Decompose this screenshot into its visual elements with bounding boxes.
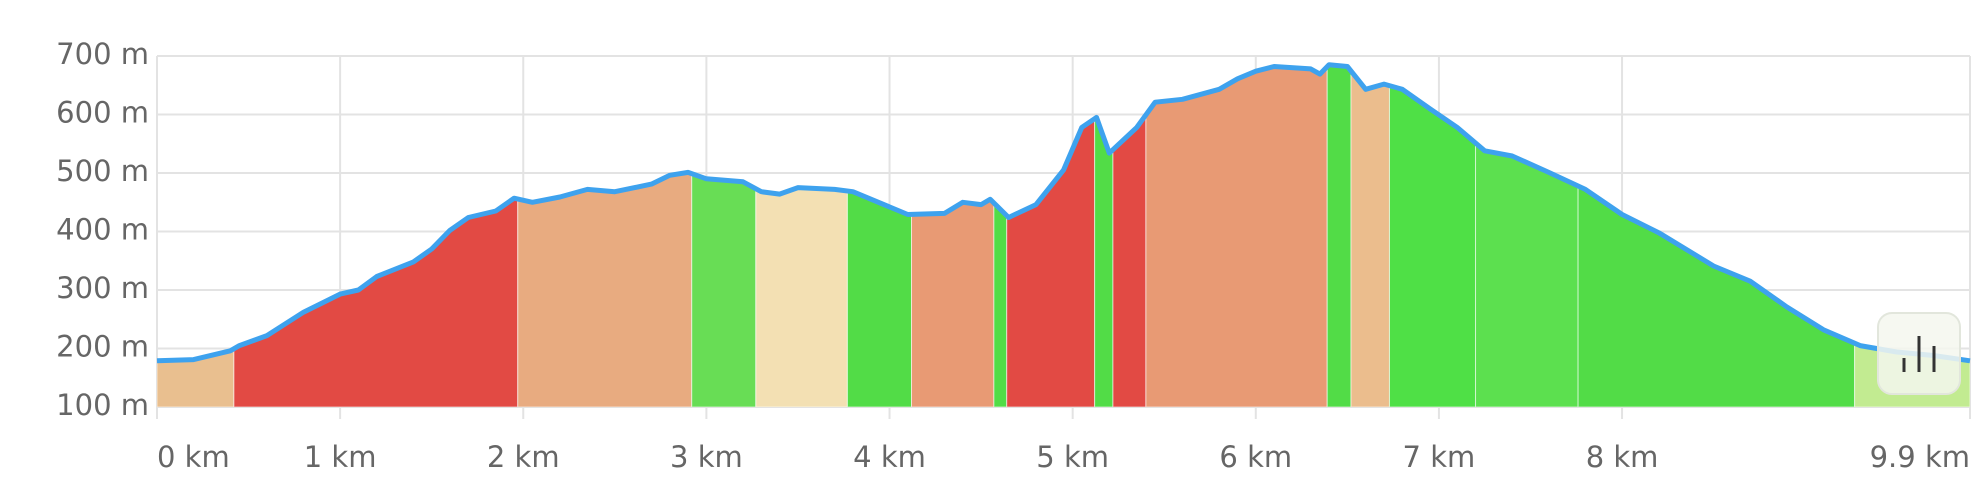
grade-segment xyxy=(911,64,995,408)
y-tick-label: 300 m xyxy=(56,271,149,305)
chart-type-button[interactable] xyxy=(1877,312,1961,395)
x-tick-label: 9.9 km xyxy=(1870,440,1970,474)
grade-segment xyxy=(1577,64,1856,408)
y-tick-label: 600 m xyxy=(56,96,149,130)
x-tick-label: 5 km xyxy=(1036,440,1109,474)
grade-segment xyxy=(517,64,693,408)
button-icon xyxy=(1902,336,1936,372)
y-tick-label: 400 m xyxy=(56,213,149,247)
grade-segment xyxy=(1094,64,1114,408)
grade-segment xyxy=(1388,64,1477,408)
x-tick-label: 3 km xyxy=(670,440,743,474)
grade-segment xyxy=(1350,64,1390,408)
x-tick-label: 8 km xyxy=(1586,440,1659,474)
y-tick-label: 200 m xyxy=(56,330,149,364)
grade-segment xyxy=(993,64,1008,408)
x-tick-label: 4 km xyxy=(853,440,926,474)
grade-segment xyxy=(691,64,757,408)
grade-segment xyxy=(1112,64,1147,408)
y-tick-label: 100 m xyxy=(56,388,149,422)
x-tick-label: 1 km xyxy=(304,440,377,474)
grade-segment xyxy=(1326,64,1352,408)
grade-segment xyxy=(233,64,519,408)
y-tick-label: 700 m xyxy=(56,37,149,71)
x-tick-label: 7 km xyxy=(1403,440,1476,474)
x-tick-label: 6 km xyxy=(1219,440,1292,474)
grade-segment xyxy=(755,64,848,408)
grade-segment xyxy=(1145,64,1328,408)
y-tick-label: 500 m xyxy=(56,154,149,188)
grade-segment xyxy=(846,64,913,408)
grade-segment xyxy=(1475,64,1579,408)
elevation-line xyxy=(156,62,1971,364)
x-tick-label: 0 km xyxy=(157,440,230,474)
grade-segment xyxy=(1006,64,1096,408)
x-tick-label: 2 km xyxy=(487,440,560,474)
